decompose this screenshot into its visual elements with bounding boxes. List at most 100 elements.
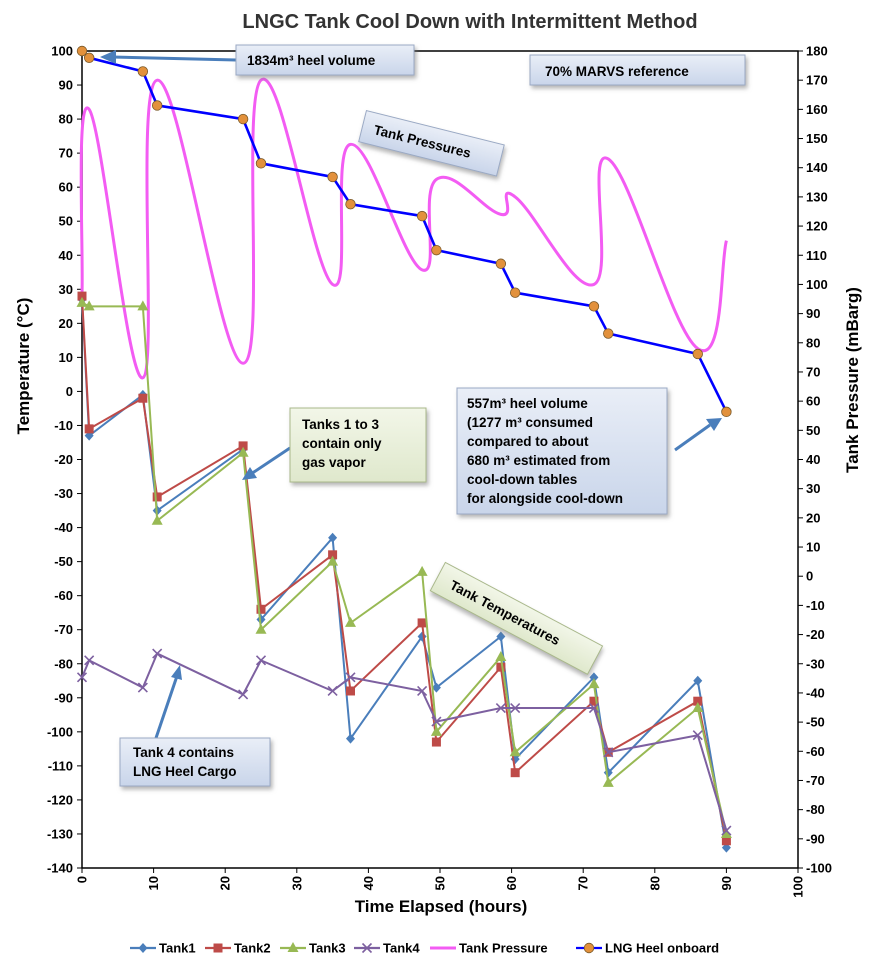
- data-point: [255, 158, 267, 169]
- right-tick-label: 180: [806, 44, 828, 59]
- data-point: [238, 689, 249, 700]
- data-point: [256, 604, 266, 614]
- data-point: [345, 198, 356, 210]
- right-tick-label: 140: [806, 160, 828, 175]
- right-tick-label: 50: [806, 423, 820, 438]
- data-point: [152, 648, 163, 659]
- annotation-gas-vapor: Tanks 1 to 3 contain only gas vapor: [289, 407, 427, 483]
- right-tick-label: -10: [806, 598, 825, 613]
- left-tick-label: 30: [59, 282, 73, 297]
- data-point: [495, 258, 507, 269]
- left-tick-label: 20: [59, 316, 73, 331]
- data-point: [287, 942, 299, 952]
- left-tick-label: -50: [54, 554, 73, 569]
- series-layer: [76, 45, 732, 853]
- legend-label: Tank1: [159, 941, 196, 956]
- annotation-text: compared to about: [467, 434, 589, 449]
- data-point: [328, 550, 338, 560]
- annotation-arrows: [100, 50, 722, 739]
- left-tick-label: -90: [54, 690, 73, 705]
- left-tick-label: 60: [59, 180, 73, 195]
- data-point: [255, 655, 267, 666]
- data-point: [602, 776, 614, 787]
- data-point: [345, 616, 356, 627]
- annotation-text: Tanks 1 to 3: [302, 417, 380, 432]
- data-point: [346, 686, 355, 696]
- annotation-tank4: Tank 4 contains LNG Heel Cargo: [119, 737, 271, 787]
- data-point: [495, 650, 507, 661]
- data-point: [692, 348, 703, 360]
- data-point: [720, 827, 732, 838]
- data-point: [76, 45, 88, 57]
- annotation-box: [358, 109, 505, 177]
- right-tick-label: 100: [806, 277, 828, 292]
- right-tick-label: 10: [806, 540, 820, 555]
- data-point: [692, 702, 704, 713]
- annotation-text: Tank Temperatures: [447, 577, 562, 648]
- data-point: [346, 733, 355, 744]
- right-tick-label: 0: [806, 569, 813, 584]
- right-tick-label: -60: [806, 744, 825, 759]
- right-tick-label: -100: [806, 861, 832, 876]
- left-tick-label: 80: [59, 112, 73, 127]
- series-line: [81, 652, 728, 831]
- data-point: [603, 747, 614, 758]
- right-tick-label: 130: [806, 189, 828, 204]
- right-tick-label: -90: [806, 831, 825, 846]
- annotation-box: [429, 561, 604, 675]
- data-point: [509, 746, 521, 757]
- left-tick-label: 10: [59, 350, 73, 365]
- annotation-text: 70% MARVS reference: [545, 64, 689, 79]
- series-tank3: [76, 296, 732, 838]
- annotation-text: 680 m³ estimated from: [467, 453, 610, 468]
- legend-item: Tank Pressure: [430, 941, 548, 956]
- legend-item: Tank2: [205, 941, 271, 956]
- data-point: [138, 393, 148, 403]
- data-point: [237, 113, 249, 125]
- annotation-box: [456, 387, 668, 515]
- left-tick-label: -80: [54, 656, 73, 671]
- annotation-text: for alongside cool-down: [467, 491, 623, 506]
- left-tick-label: -130: [47, 826, 73, 841]
- right-axis-ticks: 1801701601501401301201101009080706050403…: [798, 44, 832, 876]
- data-point: [237, 446, 249, 457]
- x-tick-label: 50: [433, 876, 448, 890]
- left-tick-label: -60: [54, 588, 73, 603]
- right-tick-label: -20: [806, 627, 825, 642]
- data-point: [327, 685, 338, 697]
- data-point: [152, 492, 162, 502]
- data-point: [327, 171, 338, 183]
- annotation-text: LNG Heel Cargo: [133, 764, 237, 779]
- data-point: [510, 702, 521, 714]
- annotation-text: gas vapor: [302, 455, 367, 470]
- annotation-heel-start: 1834m³ heel volume: [235, 44, 415, 76]
- data-point: [588, 678, 600, 689]
- data-point: [328, 532, 338, 543]
- data-point: [238, 441, 248, 451]
- legend: Tank1 Tank2 Tank3 Tank4 Tank Pressure LNG Hee…: [130, 941, 719, 956]
- series-lng-heel-onboard: [76, 45, 732, 418]
- data-point: [76, 672, 88, 683]
- right-tick-label: -80: [806, 802, 825, 817]
- annotation-box: [119, 737, 271, 787]
- data-point: [496, 631, 506, 642]
- annotation-box: [529, 54, 746, 86]
- data-point: [692, 730, 703, 741]
- data-point: [151, 514, 163, 525]
- data-point: [496, 662, 506, 672]
- data-point: [693, 696, 703, 706]
- legend-label: Tank2: [234, 941, 271, 956]
- data-point: [430, 725, 442, 736]
- data-point: [431, 737, 441, 747]
- data-point: [76, 296, 88, 307]
- legend-item: LNG Heel onboard: [576, 941, 719, 956]
- right-tick-label: 70: [806, 364, 820, 379]
- legend-item: Tank1: [130, 941, 196, 956]
- x-axis-label: Time Elapsed (hours): [355, 897, 528, 916]
- data-point: [721, 825, 732, 836]
- right-tick-label: 30: [806, 481, 820, 496]
- data-point: [589, 672, 599, 683]
- series-tank4: [76, 648, 732, 836]
- data-point: [588, 301, 600, 312]
- data-point: [345, 672, 356, 683]
